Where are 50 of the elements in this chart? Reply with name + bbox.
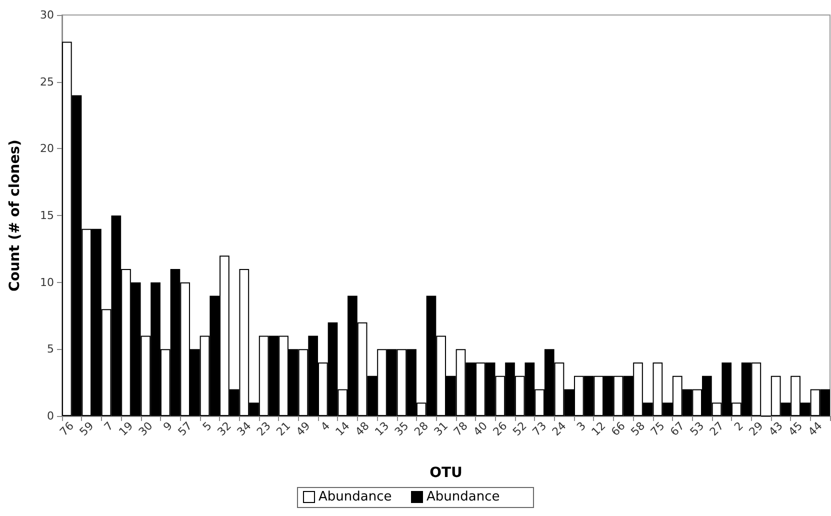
x-tick-label: 35 xyxy=(392,419,412,438)
legend-label: Abundance xyxy=(318,490,392,504)
x-tick-label: 34 xyxy=(234,419,254,438)
y-tick-label: 5 xyxy=(47,342,54,356)
x-tick-label: 30 xyxy=(136,419,156,438)
x-tick-label: 29 xyxy=(746,419,766,438)
x-tick-label: 2 xyxy=(732,419,746,434)
x-tick-label: 4 xyxy=(318,419,332,434)
x-tick-label: 76 xyxy=(57,419,76,438)
legend-label: Abundance xyxy=(426,490,500,504)
y-axis-title: Count (# of clones) xyxy=(7,140,23,292)
x-tick-label: 40 xyxy=(470,419,490,438)
y-tick-label: 15 xyxy=(40,209,54,222)
y-tick-label: 30 xyxy=(40,8,54,22)
x-tick-label: 78 xyxy=(451,419,470,438)
x-tick-label: 9 xyxy=(160,419,175,434)
y-tick-label: 10 xyxy=(40,276,54,289)
x-tick-label: 67 xyxy=(668,419,687,438)
x-tick-label: 44 xyxy=(806,419,825,438)
x-tick-label: 19 xyxy=(116,419,136,438)
x-tick-label: 13 xyxy=(372,419,392,438)
x-tick-label: 21 xyxy=(274,419,294,438)
x-tick-label: 73 xyxy=(530,419,550,438)
x-axis-title: OTU xyxy=(430,465,462,481)
x-tick-label: 66 xyxy=(608,419,628,438)
x-tick-label: 5 xyxy=(200,419,214,434)
x-tick-label: 7 xyxy=(102,419,116,434)
x-tick-label: 58 xyxy=(628,419,648,438)
x-tick-label: 27 xyxy=(707,419,726,438)
x-tick-label: 32 xyxy=(214,419,234,438)
x-tick-label: 23 xyxy=(254,419,274,438)
x-tick-label: 49 xyxy=(294,419,313,438)
x-tick-label: 14 xyxy=(333,419,352,438)
x-tick-label: 43 xyxy=(766,419,786,438)
x-tick-label: 59 xyxy=(77,419,96,438)
x-tick-label: 26 xyxy=(490,419,510,438)
x-tick-label: 3 xyxy=(574,419,588,434)
x-tick-label: 48 xyxy=(352,419,372,438)
x-tick-label: 12 xyxy=(589,419,608,438)
x-tick-label: 57 xyxy=(176,419,195,438)
x-tick-label: 28 xyxy=(412,419,431,438)
x-tick-label: 53 xyxy=(688,419,707,438)
y-tick-label: 0 xyxy=(47,410,54,422)
x-tick-label: 31 xyxy=(432,419,451,438)
y-tick-label: 20 xyxy=(40,142,54,156)
x-tick-label: 45 xyxy=(786,419,806,438)
y-tick-label: 25 xyxy=(40,75,54,88)
x-tick-label: 75 xyxy=(648,419,668,438)
x-tick-label: 24 xyxy=(550,419,569,438)
x-tick-label: 52 xyxy=(510,419,530,438)
